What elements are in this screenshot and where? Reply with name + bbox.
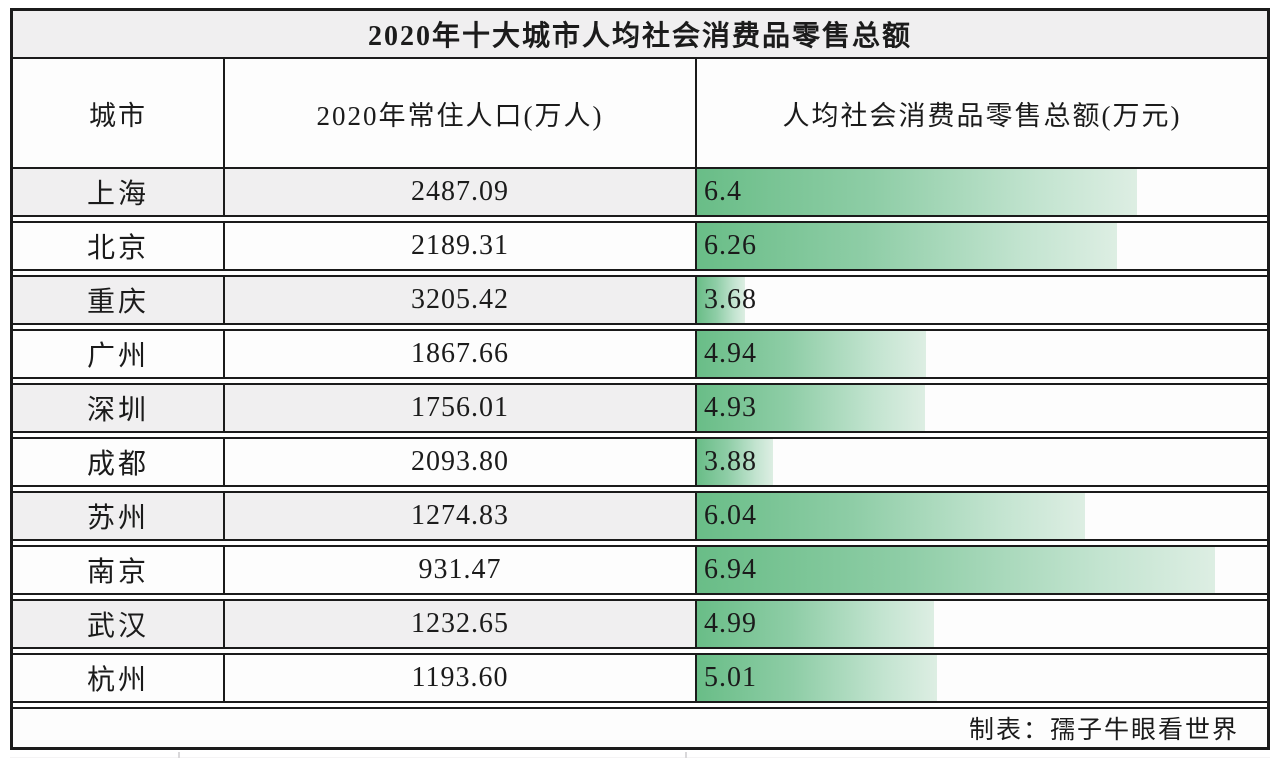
per-capita-value: 3.88 [704,446,757,477]
population-cell: 2093.80 [223,439,695,485]
per-capita-value: 6.4 [704,176,742,207]
city-cell: 杭州 [13,655,223,701]
table-row: 北京 2189.31 6.26 [13,221,1267,271]
per-capita-value: 3.68 [704,284,757,315]
header-city: 城市 [89,100,147,131]
data-bar [697,169,1138,215]
per-capita-cell: 4.94 [695,331,1267,377]
sheet-gridline-stub [178,752,180,758]
data-bar [697,547,1216,593]
table-title: 2020年十大城市人均社会消费品零售总额 [13,11,1267,59]
table-row: 深圳 1756.01 4.93 [13,383,1267,433]
per-capita-cell: 6.4 [695,169,1267,215]
per-capita-value: 6.26 [704,230,757,261]
data-bar [697,223,1117,269]
city-cell: 重庆 [13,277,223,323]
table-header-row: 城市 2020年常住人口(万人) 人均社会消费品零售总额(万元) [13,59,1267,169]
data-bar [697,439,774,485]
table-row: 南京 931.47 6.94 [13,545,1267,595]
population-cell: 1867.66 [223,331,695,377]
table-body: 上海 2487.09 6.4 北京 2189.31 6.26 重庆 3205.4… [13,169,1267,703]
table-row: 苏州 1274.83 6.04 [13,491,1267,541]
city-cell: 武汉 [13,601,223,647]
per-capita-cell: 4.99 [695,601,1267,647]
per-capita-cell: 6.26 [695,223,1267,269]
per-capita-cell: 6.94 [695,547,1267,593]
population-cell: 1756.01 [223,385,695,431]
population-cell: 3205.42 [223,277,695,323]
data-bar [697,655,937,701]
city-cell: 北京 [13,223,223,269]
data-bar [697,331,927,377]
population-cell: 1232.65 [223,601,695,647]
table-row: 重庆 3205.42 3.68 [13,275,1267,325]
header-per-capita: 人均社会消费品零售总额(万元) [695,59,1267,167]
city-cell: 苏州 [13,493,223,539]
per-capita-cell: 6.04 [695,493,1267,539]
population-cell: 2189.31 [223,223,695,269]
population-cell: 1193.60 [223,655,695,701]
credit-row: 制表：孺子牛眼看世界 [13,707,1267,747]
city-cell: 上海 [13,169,223,215]
data-bar [697,277,745,323]
population-cell: 931.47 [223,547,695,593]
per-capita-cell: 3.88 [695,439,1267,485]
city-cell: 南京 [13,547,223,593]
table-row: 成都 2093.80 3.88 [13,437,1267,487]
table-row: 武汉 1232.65 4.99 [13,599,1267,649]
data-bar [697,493,1086,539]
retail-table: 2020年十大城市人均社会消费品零售总额 城市 2020年常住人口(万人) 人均… [10,8,1270,750]
per-capita-cell: 4.93 [695,385,1267,431]
credit-text: 制表：孺子牛眼看世界 [968,717,1239,744]
per-capita-value: 4.94 [704,338,757,369]
per-capita-value: 6.94 [704,554,757,585]
data-bar [697,601,934,647]
population-cell: 1274.83 [223,493,695,539]
per-capita-value: 6.04 [704,500,757,531]
per-capita-cell: 3.68 [695,277,1267,323]
population-cell: 2487.09 [223,169,695,215]
per-capita-value: 4.93 [704,392,757,423]
city-cell: 成都 [13,439,223,485]
per-capita-value: 4.99 [704,608,757,639]
data-bar [697,385,925,431]
city-cell: 广州 [13,331,223,377]
per-capita-cell: 5.01 [695,655,1267,701]
per-capita-value: 5.01 [704,662,757,693]
header-population: 2020年常住人口(万人) [223,59,695,167]
table-row: 广州 1867.66 4.94 [13,329,1267,379]
table-row: 杭州 1193.60 5.01 [13,653,1267,703]
city-cell: 深圳 [13,385,223,431]
sheet-gridline-stub [685,752,687,758]
table-row: 上海 2487.09 6.4 [13,169,1267,217]
